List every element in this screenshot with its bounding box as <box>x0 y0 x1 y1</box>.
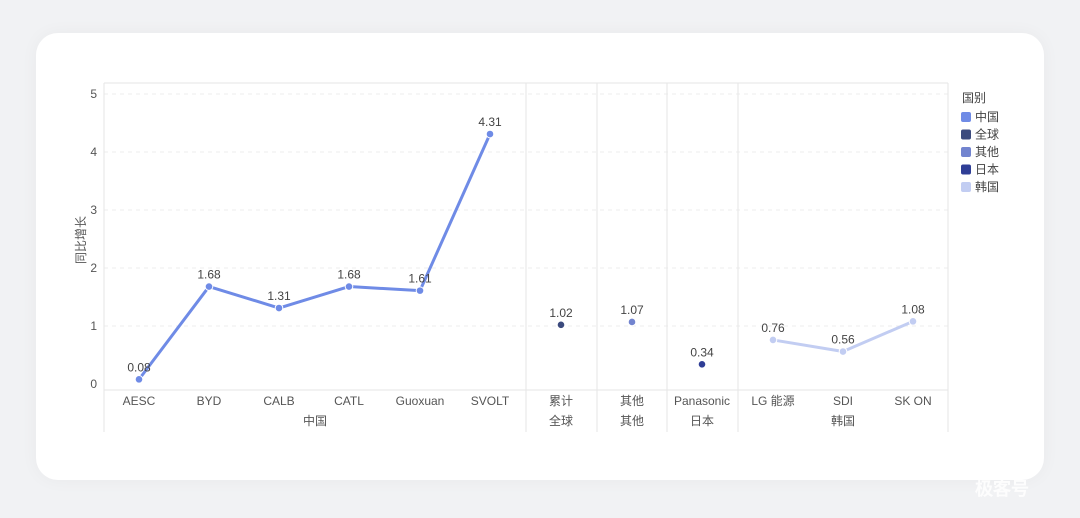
x-tick-label: CATL <box>334 394 364 408</box>
data-point <box>908 317 918 326</box>
data-label: 1.31 <box>267 289 291 303</box>
x-tick-label: CALB <box>263 394 294 408</box>
y-tick-label: 4 <box>90 145 97 159</box>
data-label: 0.56 <box>831 333 855 347</box>
data-point <box>768 335 778 345</box>
legend-item-label: 韩国 <box>975 179 999 194</box>
legend-swatch <box>961 112 971 122</box>
data-label: 1.61 <box>408 272 432 286</box>
y-tick-label: 2 <box>90 261 97 275</box>
y-tick-label: 1 <box>90 319 97 333</box>
data-label: 0.76 <box>761 321 785 335</box>
y-tick-label: 3 <box>90 203 97 217</box>
legend-swatch <box>961 147 971 157</box>
data-label: 1.68 <box>337 268 361 282</box>
data-point <box>838 347 848 356</box>
legend-item-label: 全球 <box>975 127 999 142</box>
y-tick-label: 5 <box>90 87 97 101</box>
legend-title: 国别 <box>962 91 986 105</box>
x-tick-label: SDI <box>833 394 853 408</box>
data-point <box>556 320 566 330</box>
y-tick-label: 0 <box>90 377 97 391</box>
x-group-label: 其他 <box>620 414 644 428</box>
x-tick-label: 其他 <box>620 394 644 408</box>
data-label: 4.31 <box>478 115 502 129</box>
data-label: 1.08 <box>901 302 925 316</box>
legend-swatch <box>961 164 971 175</box>
data-label: 0.34 <box>690 345 714 359</box>
data-point <box>134 375 144 384</box>
x-tick-label: SK ON <box>894 394 931 408</box>
watermark-text: 极客号 <box>975 478 1029 499</box>
x-tick-label: BYD <box>197 394 222 408</box>
x-group-label: 日本 <box>690 414 714 428</box>
data-point <box>485 129 495 139</box>
legend-swatch <box>961 182 971 192</box>
chart-card <box>36 33 1044 480</box>
x-tick-label: SVOLT <box>471 394 510 408</box>
x-tick-label: Panasonic <box>674 394 730 408</box>
data-label: 1.02 <box>549 306 573 320</box>
data-point <box>344 282 354 291</box>
x-group-label: 中国 <box>303 413 327 428</box>
x-group-label: 韩国 <box>831 413 855 428</box>
legend-item-label: 其他 <box>975 145 999 159</box>
data-point <box>627 317 637 327</box>
data-point <box>697 359 707 369</box>
x-group-label: 全球 <box>549 413 573 428</box>
data-point <box>274 303 284 313</box>
data-point <box>204 282 214 291</box>
series-line-1 <box>137 132 492 381</box>
data-point <box>415 286 425 295</box>
data-label: 1.07 <box>620 303 644 317</box>
data-label: 0.08 <box>127 360 151 374</box>
x-tick-label: 累计 <box>549 394 573 408</box>
x-tick-label: AESC <box>123 394 156 408</box>
x-tick-label: LG 能源 <box>751 394 794 408</box>
data-label: 1.68 <box>197 268 221 282</box>
legend-item-label: 中国 <box>975 109 999 124</box>
legend-swatch <box>961 129 971 140</box>
x-tick-label: Guoxuan <box>396 394 445 408</box>
legend-item-label: 日本 <box>975 163 999 177</box>
y-axis-label: 同比增长 <box>74 216 88 264</box>
